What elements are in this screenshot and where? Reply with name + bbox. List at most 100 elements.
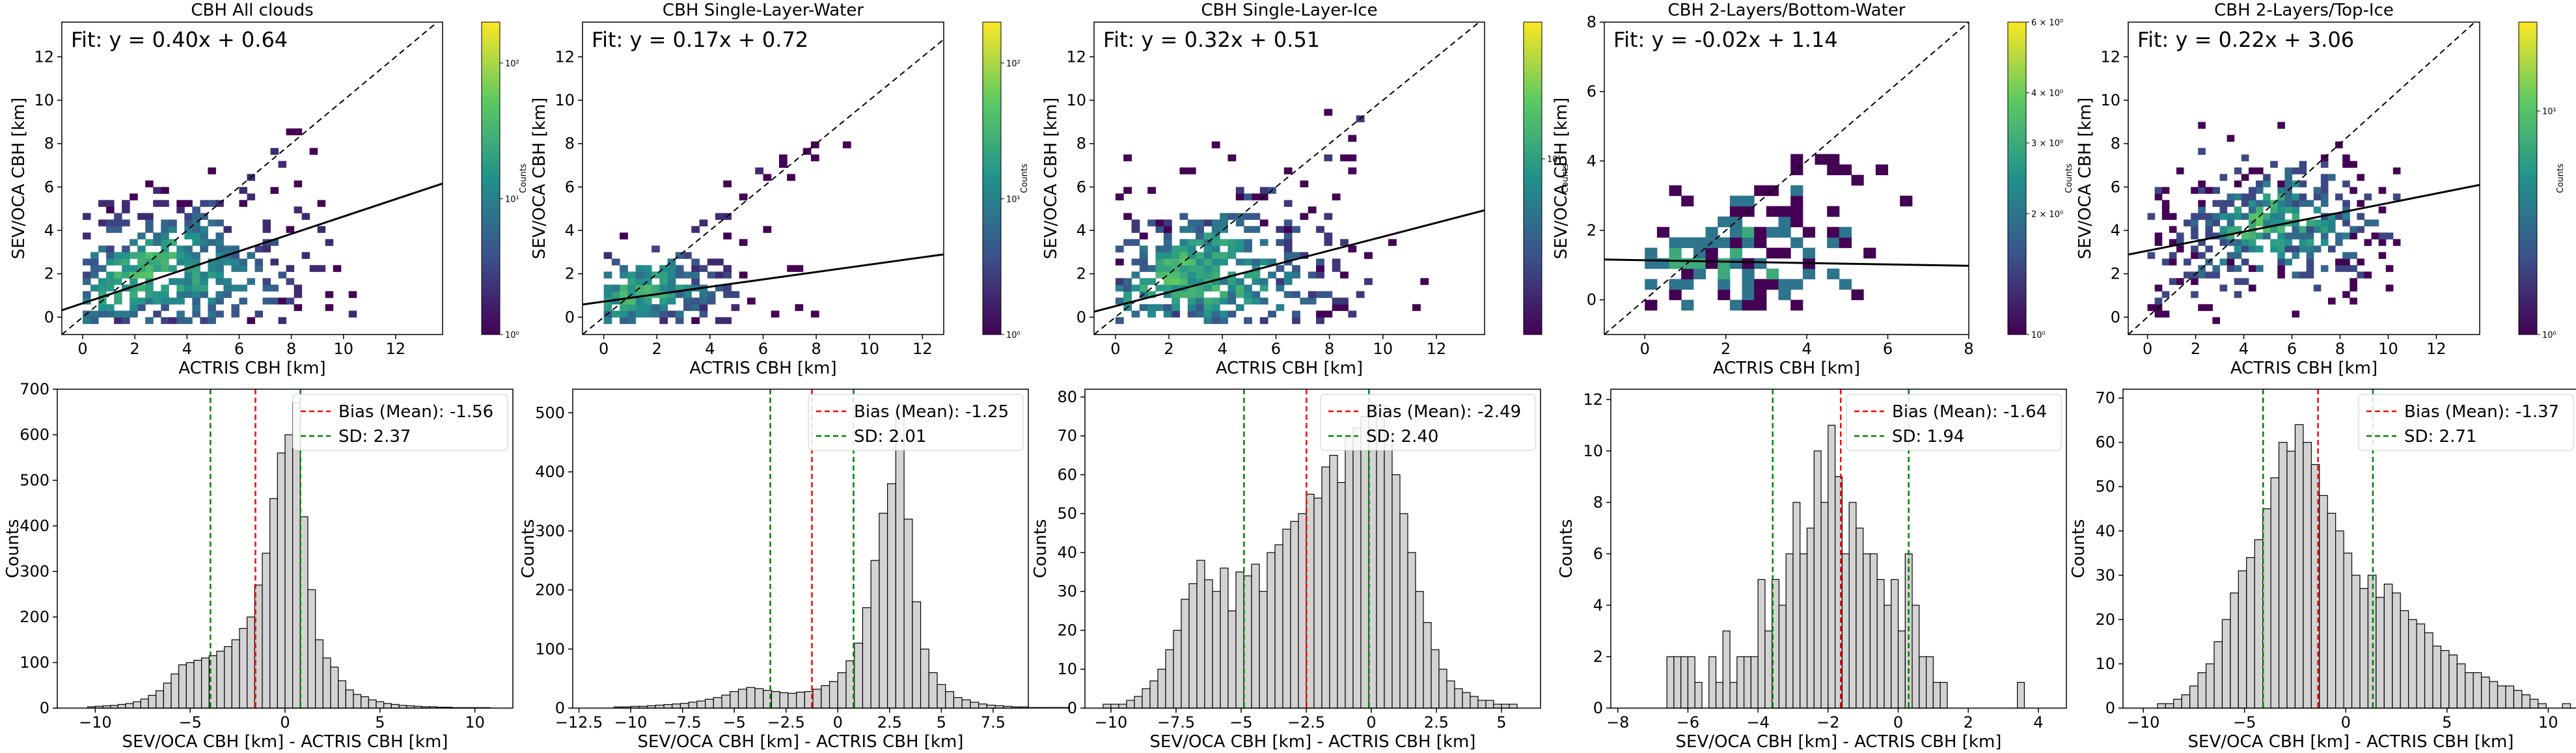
density-cell bbox=[2277, 252, 2285, 259]
density-cell bbox=[1187, 258, 1196, 266]
density-cell bbox=[1203, 258, 1213, 266]
density-cell bbox=[2176, 232, 2184, 240]
density-cell bbox=[2320, 239, 2329, 246]
density-cell bbox=[1211, 252, 1220, 259]
density-cell bbox=[145, 239, 154, 246]
histogram-bar bbox=[163, 682, 172, 709]
density-cell bbox=[1235, 239, 1244, 246]
density-cell bbox=[707, 258, 716, 266]
density-cell bbox=[114, 310, 122, 318]
density-cell bbox=[778, 154, 788, 161]
histogram-bar bbox=[1399, 513, 1408, 709]
density-cell bbox=[137, 297, 146, 305]
density-cell bbox=[723, 284, 732, 292]
y-tick-label: 6 bbox=[565, 178, 575, 196]
density-cell bbox=[2212, 265, 2221, 272]
histogram-panel-2: −12.5 −10 −7.5 −5 −2.5 0 2.5 5 7.5 0 100 200 300 400 5… bbox=[519, 389, 1071, 752]
y-tick-label: 70 bbox=[2095, 389, 2115, 407]
density-cell bbox=[83, 213, 91, 220]
density-cell bbox=[2198, 271, 2206, 279]
density-cell bbox=[184, 291, 193, 298]
y-tick-label: 0 bbox=[2111, 308, 2120, 326]
histogram-bar bbox=[788, 692, 797, 709]
histogram-bar bbox=[1267, 552, 1276, 709]
density-cell bbox=[1292, 291, 1300, 298]
density-cell bbox=[2198, 180, 2206, 187]
density-cell bbox=[2306, 245, 2314, 253]
density-cell bbox=[1196, 297, 1204, 305]
y-tick-label: 6 bbox=[1593, 545, 1603, 563]
density-cell bbox=[325, 239, 334, 246]
density-cell bbox=[2357, 200, 2364, 207]
density-cell bbox=[1790, 185, 1803, 197]
panel-title: CBH 2-Layers/Top-Ice bbox=[2214, 1, 2394, 20]
density-cell bbox=[239, 258, 247, 266]
density-cell bbox=[787, 174, 795, 181]
density-cell bbox=[2306, 219, 2314, 226]
density-cell bbox=[2292, 310, 2300, 318]
x-tick-label: 10 bbox=[2538, 713, 2558, 732]
density-cell bbox=[2248, 200, 2256, 207]
density-cell bbox=[731, 304, 740, 311]
density-cell bbox=[215, 239, 224, 246]
density-cell bbox=[192, 232, 200, 240]
axes-frame bbox=[572, 389, 1029, 709]
density-cell bbox=[161, 291, 169, 298]
density-cell bbox=[1172, 284, 1181, 292]
density-cell bbox=[627, 297, 637, 305]
histogram-bar bbox=[730, 691, 739, 709]
density-cell bbox=[215, 297, 224, 305]
density-cell bbox=[1693, 237, 1706, 249]
y-tick-label: 0 bbox=[1587, 291, 1596, 309]
histogram-bar bbox=[1360, 416, 1369, 709]
density-cell bbox=[2147, 252, 2156, 259]
y-tick-label: 600 bbox=[20, 426, 49, 444]
density-cell bbox=[2292, 245, 2300, 253]
density-cell bbox=[192, 213, 200, 220]
density-cell bbox=[1203, 310, 1213, 318]
y-tick-label: 2 bbox=[565, 265, 575, 283]
x-tick-label: −2.5 bbox=[767, 713, 805, 732]
density-cell bbox=[1778, 279, 1791, 290]
density-cell bbox=[2364, 193, 2372, 200]
density-cell bbox=[707, 297, 716, 305]
density-cell bbox=[200, 271, 208, 279]
histogram-bar bbox=[1919, 656, 1927, 709]
histogram-bar bbox=[1470, 696, 1479, 709]
histogram-bar bbox=[737, 689, 747, 709]
density-cell bbox=[2378, 187, 2387, 194]
density-cell bbox=[200, 284, 208, 292]
density-cell bbox=[1316, 226, 1324, 233]
density-cell bbox=[137, 284, 146, 292]
density-cell bbox=[1283, 226, 1293, 233]
density-cell bbox=[2299, 161, 2307, 168]
density-cell bbox=[2270, 245, 2278, 253]
density-cell bbox=[200, 317, 208, 324]
density-cell bbox=[262, 284, 271, 292]
density-cell bbox=[2154, 310, 2163, 318]
density-cell bbox=[1259, 278, 1268, 285]
density-cell bbox=[231, 304, 240, 311]
density-cell bbox=[1388, 239, 1397, 246]
histogram-bar bbox=[1841, 553, 1850, 709]
density-cell bbox=[200, 278, 208, 285]
density-cell bbox=[247, 278, 256, 285]
density-cell bbox=[2248, 232, 2256, 240]
histogram-bar bbox=[1181, 599, 1190, 709]
density-cell bbox=[176, 284, 185, 292]
colorbar-tick-label: 10¹ bbox=[1547, 155, 1561, 165]
density-cell bbox=[286, 128, 295, 135]
density-cell bbox=[2191, 291, 2199, 298]
y-tick-label: 2 bbox=[1593, 648, 1603, 666]
y-tick-label: 8 bbox=[1587, 13, 1596, 31]
density-cell bbox=[2161, 291, 2170, 298]
density-cell bbox=[1163, 232, 1172, 240]
x-tick-label: 0 bbox=[77, 340, 87, 358]
fit-equation: Fit: y = 0.22x + 3.06 bbox=[2137, 27, 2354, 52]
density-cell bbox=[1669, 237, 1682, 249]
density-cell bbox=[1681, 299, 1694, 311]
density-cell bbox=[1766, 268, 1779, 280]
density-cell bbox=[1705, 226, 1718, 238]
density-cell bbox=[1235, 193, 1244, 200]
density-cell bbox=[192, 258, 200, 266]
